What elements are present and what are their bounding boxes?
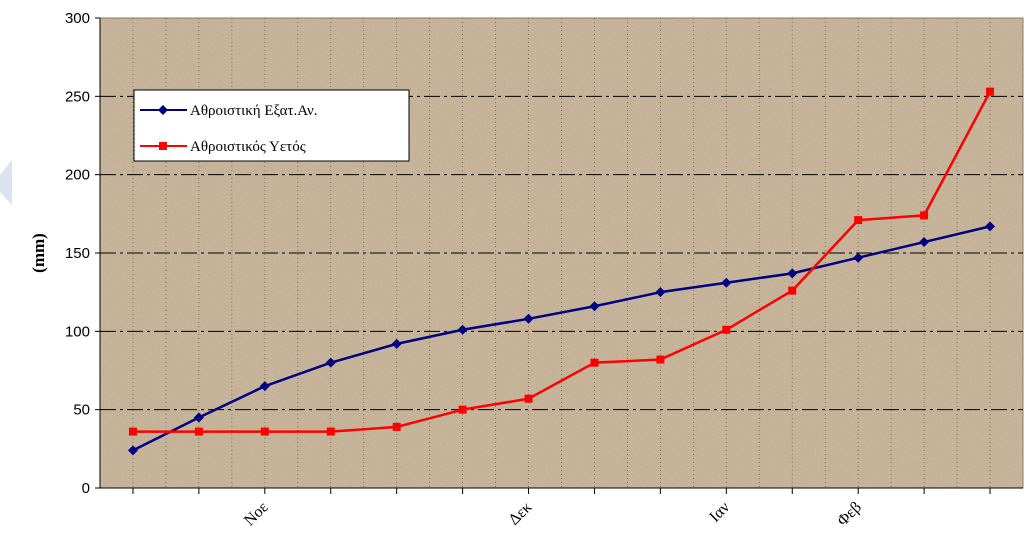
data-point-rainfall <box>326 427 335 436</box>
data-point-rainfall <box>392 422 401 431</box>
data-point-evaporation <box>721 277 732 288</box>
x-tick-label: Νοε <box>241 499 272 530</box>
data-point-evaporation <box>259 381 270 392</box>
decorative-shape <box>0 160 12 205</box>
data-point-rainfall <box>854 216 863 225</box>
data-point-evaporation <box>589 301 600 312</box>
data-point-evaporation <box>457 324 468 335</box>
data-point-evaporation <box>193 412 204 423</box>
data-point-evaporation <box>787 268 798 279</box>
x-tick-label: Φεβ <box>834 499 865 530</box>
data-point-rainfall <box>194 427 203 436</box>
series-line-evaporation <box>132 225 991 452</box>
data-point-evaporation <box>655 287 666 298</box>
data-point-evaporation <box>391 338 402 349</box>
data-point-rainfall <box>458 405 467 414</box>
data-point-evaporation <box>127 445 138 456</box>
y-tick-label: 300 <box>65 10 90 27</box>
legend-label-rainfall: Αθροιστικός Υετός <box>190 139 306 155</box>
y-tick-label: 100 <box>65 323 90 340</box>
data-point-rainfall <box>590 358 599 367</box>
series-line-rainfall <box>132 91 992 433</box>
gridlines <box>100 18 1023 488</box>
y-axis-label: (mm) <box>29 233 48 273</box>
x-tick-label: Ιαν <box>706 499 733 526</box>
x-tick-label: Δεκ <box>506 499 536 529</box>
legend-label-evaporation: Αθροιστική Εξατ.Αν. <box>190 103 318 119</box>
legend: Αθροιστική Εξατ.Αν. Αθροιστικός Υετός <box>133 89 410 162</box>
x-tick-labels: Νοε Δεκ Ιαν Φεβ <box>241 499 865 530</box>
y-tick-label: 200 <box>65 167 90 184</box>
data-point-rainfall <box>986 87 995 96</box>
y-tick-label: 250 <box>65 88 90 105</box>
data-point-evaporation <box>523 313 534 324</box>
data-point-rainfall <box>260 427 269 436</box>
series-group <box>127 87 996 456</box>
data-point-rainfall <box>656 355 665 364</box>
data-point-rainfall <box>920 211 929 220</box>
y-tick-label: 50 <box>73 402 90 419</box>
data-point-rainfall <box>722 325 731 334</box>
data-point-rainfall <box>128 427 137 436</box>
data-point-evaporation <box>985 221 996 232</box>
data-point-evaporation <box>325 357 336 368</box>
legend-marker-evaporation <box>158 105 168 115</box>
legend-marker-rainfall <box>159 142 167 150</box>
data-point-rainfall <box>524 394 533 403</box>
data-point-evaporation <box>853 252 864 263</box>
y-tick-label: 0 <box>82 480 90 497</box>
data-point-evaporation <box>919 237 930 248</box>
y-tick-label: 150 <box>65 245 90 262</box>
data-point-rainfall <box>788 286 797 295</box>
legend-box <box>133 89 410 162</box>
axes <box>95 17 1023 494</box>
y-tick-labels: 0 50 100 150 200 250 300 <box>65 10 90 497</box>
